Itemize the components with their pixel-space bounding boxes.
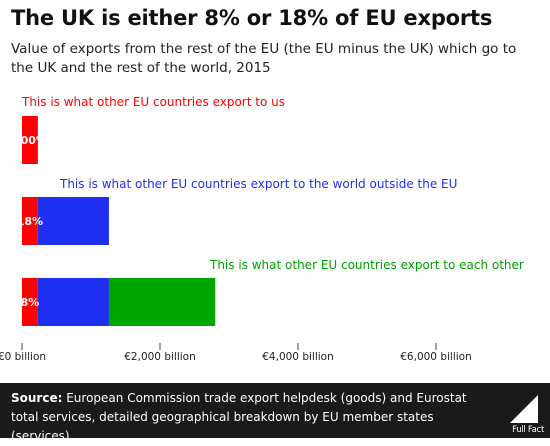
x-tick-label-3: €4,000 billion — [262, 351, 334, 363]
x-tick-label-1: €0 billion — [0, 351, 46, 363]
source-label: Source: — [11, 391, 63, 405]
bar-data-label-2: 18% — [17, 215, 43, 228]
source-footer: Source: European Commission trade export… — [0, 383, 550, 443]
source-note: Source: European Commission trade export… — [11, 389, 476, 446]
full-fact-logo-icon — [510, 395, 538, 423]
bar-data-label-1: 100% — [13, 134, 47, 147]
stacked-bar-chart: This is what other EU countries export t… — [0, 95, 524, 363]
bar-1-segment-1 — [22, 116, 38, 164]
x-tick-label-4: €6,000 billion — [400, 351, 472, 363]
bar-2-segment-2 — [37, 197, 109, 245]
bar-data-label-3: 8% — [21, 296, 40, 309]
bar-label-2: This is what other EU countries export t… — [59, 177, 457, 191]
x-tick-label-2: €2,000 billion — [124, 351, 196, 363]
source-text: European Commission trade export helpdes… — [11, 391, 467, 443]
bar-label-3: This is what other EU countries export t… — [209, 258, 524, 272]
full-fact-logo-text: Full Fact — [512, 425, 544, 435]
chart-title: The UK is either 8% or 18% of EU exports — [11, 6, 493, 30]
bar-label-1: This is what other EU countries export t… — [21, 95, 285, 109]
bar-3-segment-2 — [37, 278, 109, 326]
bar-3-segment-3 — [108, 278, 216, 326]
chart-subtitle: Value of exports from the rest of the EU… — [11, 41, 517, 76]
bar-2-segment-1 — [22, 197, 38, 245]
bar-3-segment-1 — [22, 278, 38, 326]
